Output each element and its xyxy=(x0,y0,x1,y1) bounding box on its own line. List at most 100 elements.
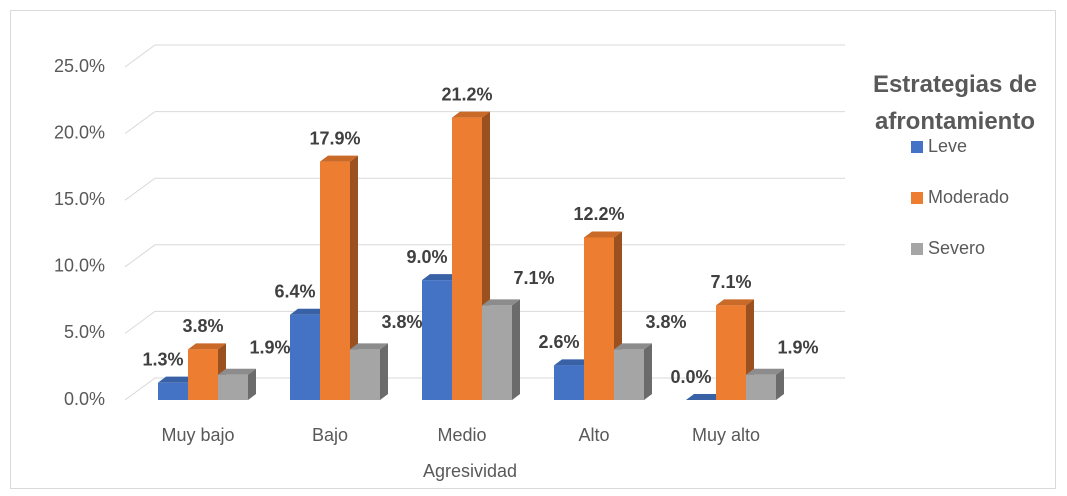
x-tick-label: Medio xyxy=(437,425,486,445)
bar xyxy=(614,343,652,400)
legend-label: Severo xyxy=(928,238,985,258)
bar xyxy=(716,299,754,400)
bar-face xyxy=(320,155,358,162)
bar-face xyxy=(218,374,248,400)
value-label: 2.6% xyxy=(538,332,579,352)
value-label: 1.3% xyxy=(142,349,183,369)
value-label: 1.9% xyxy=(249,337,290,357)
bar-face xyxy=(290,314,320,400)
bar-face xyxy=(422,274,460,281)
grid-line xyxy=(124,44,845,68)
bar-face xyxy=(380,343,388,400)
value-label: 12.2% xyxy=(573,204,624,224)
bar-face xyxy=(218,368,256,375)
x-axis-title: Agresividad xyxy=(423,461,517,481)
bar-face xyxy=(290,308,328,315)
value-label: 9.0% xyxy=(406,247,447,267)
grid-line xyxy=(124,177,845,201)
value-label: 7.1% xyxy=(710,272,751,292)
bar xyxy=(218,368,256,400)
bar-face xyxy=(512,299,520,400)
value-label: 21.2% xyxy=(441,84,492,104)
bar-face xyxy=(482,299,520,306)
bar-face xyxy=(350,155,358,400)
bar-face xyxy=(554,365,584,400)
bar-face xyxy=(584,231,622,238)
bar xyxy=(320,155,358,400)
bar-face xyxy=(584,237,614,400)
value-label: 3.8% xyxy=(645,312,686,332)
value-label: 3.8% xyxy=(182,316,223,336)
legend-label: Moderado xyxy=(928,187,1009,207)
grid-line xyxy=(124,111,845,135)
x-tick-label: Muy alto xyxy=(692,425,760,445)
x-tick-label: Bajo xyxy=(312,425,348,445)
y-tick-label: 5.0% xyxy=(64,322,105,342)
x-tick-label: Muy bajo xyxy=(161,425,234,445)
value-label: 6.4% xyxy=(274,282,315,302)
bar-face xyxy=(716,305,746,400)
value-label: 3.8% xyxy=(381,312,422,332)
bar-face xyxy=(350,343,388,350)
bar-face xyxy=(350,349,380,400)
bar-face xyxy=(452,111,490,118)
bar-face xyxy=(746,374,776,400)
legend-swatch xyxy=(911,243,923,255)
bar-face xyxy=(746,368,784,375)
bar-face xyxy=(158,382,188,400)
bar-face xyxy=(482,299,520,306)
value-label: 1.9% xyxy=(777,337,818,357)
value-label: 0.0% xyxy=(670,367,711,387)
bar-face xyxy=(320,155,358,162)
legend-swatch xyxy=(911,141,923,153)
legend-label: Leve xyxy=(928,136,967,156)
bar-face xyxy=(218,368,256,375)
bar-face xyxy=(350,343,388,350)
bar-face xyxy=(554,359,592,366)
bar-face xyxy=(554,359,592,366)
chart-border xyxy=(10,10,1056,489)
y-tick-label: 10.0% xyxy=(54,256,105,276)
bar-face xyxy=(422,274,460,281)
bar-face xyxy=(248,368,256,400)
bar xyxy=(746,368,784,400)
value-label: 7.1% xyxy=(513,268,554,288)
bar-face xyxy=(644,343,652,400)
bar-face xyxy=(482,305,512,400)
bar-face xyxy=(380,343,388,400)
bar-face xyxy=(290,308,328,315)
y-tick-label: 20.0% xyxy=(54,122,105,142)
bar-face xyxy=(158,376,196,383)
bar-face xyxy=(716,299,754,306)
bar-face xyxy=(248,368,256,400)
bar-face xyxy=(776,368,784,400)
y-tick-label: 25.0% xyxy=(54,56,105,76)
bar-face xyxy=(614,343,652,350)
bar xyxy=(482,299,520,400)
bar-face xyxy=(776,368,784,400)
y-tick-label: 15.0% xyxy=(54,189,105,209)
bar-face xyxy=(452,117,482,400)
bar-face xyxy=(584,231,622,238)
bar-face xyxy=(746,368,784,375)
y-tick-label: 0.0% xyxy=(64,389,105,409)
bar-face xyxy=(158,376,196,383)
bar-face xyxy=(350,155,358,400)
bar-face xyxy=(188,343,226,350)
x-tick-label: Alto xyxy=(578,425,609,445)
bar-face xyxy=(422,280,452,400)
bar-face xyxy=(614,349,644,400)
bar-face xyxy=(686,394,724,400)
bar-face xyxy=(716,299,754,306)
bar xyxy=(350,343,388,400)
bar-face xyxy=(452,111,490,118)
bar xyxy=(686,394,724,400)
bar-face xyxy=(614,343,652,350)
bar-face xyxy=(512,299,520,400)
bar-face xyxy=(686,394,724,400)
bar-face xyxy=(188,349,218,400)
legend-swatch xyxy=(911,192,923,204)
bar-face xyxy=(644,343,652,400)
